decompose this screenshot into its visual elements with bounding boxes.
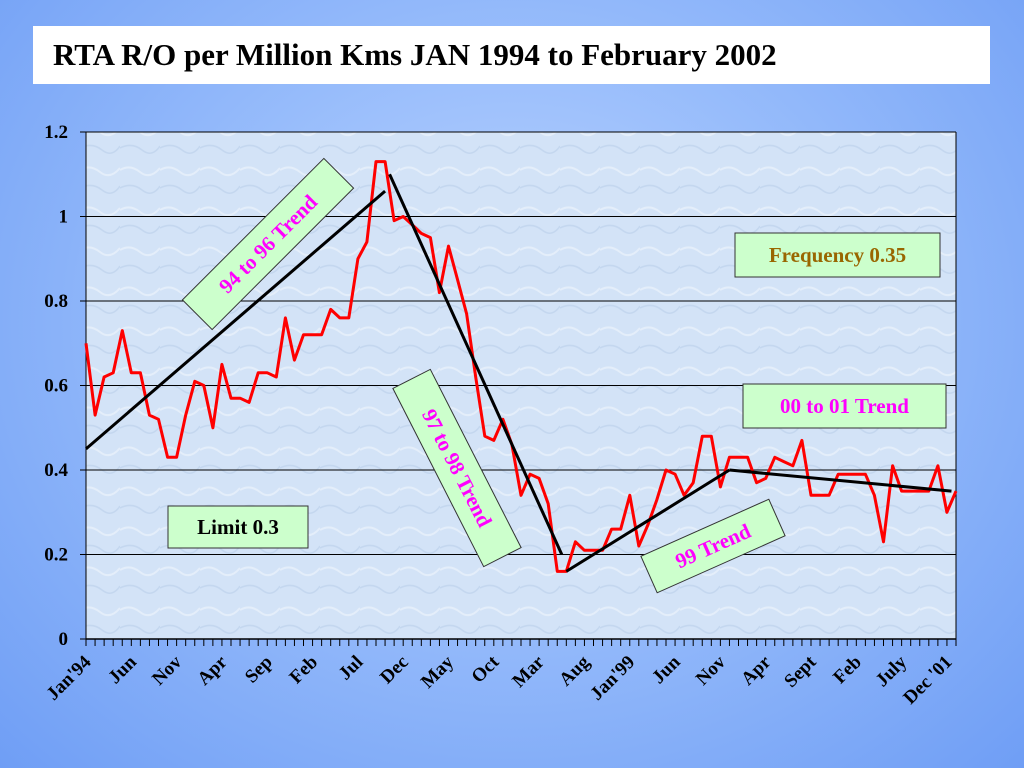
annotation-limit-text: Limit 0.3 [197,515,279,539]
x-tick-label: July [872,651,912,691]
chart-title: RTA R/O per Million Kms JAN 1994 to Febr… [53,37,777,72]
x-tick-label: Aug [555,651,594,690]
y-axis-labels: 0 0.2 0.4 0.6 0.8 1 1.2 [44,122,68,650]
x-tick-label: Nov [692,651,730,689]
x-tick-label: Sep [241,652,277,688]
title-box: RTA R/O per Million Kms JAN 1994 to Febr… [33,26,990,84]
x-tick-label: Mar [508,651,549,692]
trend-line [565,468,731,573]
trend-lines-layer [85,173,952,573]
y-tick-label: 0.4 [44,460,68,481]
y-tick-label: 0.8 [44,291,68,312]
x-tick-label: Nov [148,651,186,689]
x-tick-label: Jun [104,651,141,688]
x-tick-label: Feb [286,652,322,688]
annotation-00-01-trend: 00 to 01 Trend [742,383,947,429]
x-tick-label: Dec [376,652,412,688]
x-tick-label: Jan'99 [586,652,639,705]
x-tick-label: Jan'94 [43,651,96,704]
trend-line [388,173,564,556]
x-tick-label: Sept [780,651,821,692]
x-tick-label: Apr [193,651,231,689]
x-tick-label: Feb [829,652,865,688]
x-tick-label: Apr [737,651,775,689]
annotation-frequency-box [734,232,941,278]
annotation-00-01-trend-text: 00 to 01 Trend [780,394,909,418]
y-tick-label: 0.6 [44,376,68,397]
x-tick-label: Jun [648,651,685,688]
annotation-94-96-trend-box [181,157,355,331]
x-axis-labels: Jan'94 Jun Nov Apr Sep Feb Jul Dec May Oct Mar AugJ… [43,651,957,708]
x-tick-label: Dec '01 [899,652,956,709]
y-tick-label: 1 [59,207,69,228]
x-tick-label: May [417,651,458,692]
x-tick-label: Jul [335,652,368,685]
annotation-00-01-trend-box [742,383,947,429]
y-tick-label: 0 [59,629,69,650]
y-tick-label: 1.2 [44,122,68,143]
annotation-limit: Limit 0.3 [167,505,309,549]
annotation-97-98-trend-box [392,368,522,568]
annotation-frequency-text: Frequency 0.35 [769,243,906,267]
annotation-limit-box [167,505,309,549]
y-tick-label: 0.2 [44,545,68,566]
trend-line [729,468,952,493]
annotation-99-trend-box [640,498,786,594]
x-tick-label: Oct [468,651,504,687]
trend-line [85,190,387,451]
series-line [84,160,958,573]
x-axis-ticks [85,639,957,646]
annotation-frequency: Frequency 0.35 [734,232,941,278]
